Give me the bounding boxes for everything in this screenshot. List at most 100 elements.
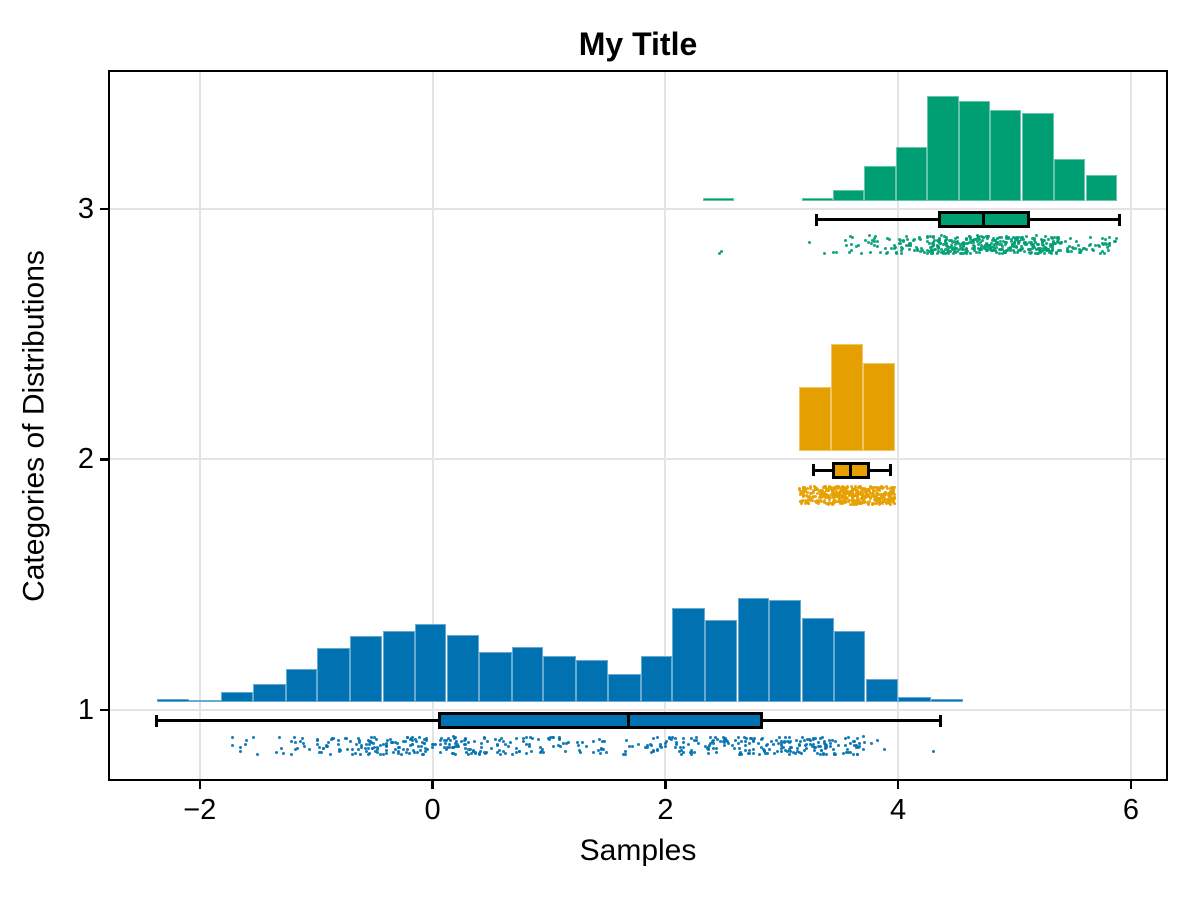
scatter-point (418, 736, 422, 740)
scatter-point (897, 242, 901, 246)
scatter-point (784, 748, 788, 752)
scatter-point (929, 235, 933, 239)
scatter-point (802, 748, 806, 752)
scatter-point (527, 742, 531, 746)
scatter-point (401, 748, 405, 752)
y-tick-label: 1 (77, 693, 94, 726)
scatter-point (375, 738, 379, 742)
scatter-point (857, 502, 861, 506)
scatter-point (716, 737, 720, 741)
scatter-point (499, 753, 503, 756)
scatter-point (944, 237, 948, 241)
scatter-point (831, 501, 835, 505)
scatter-point (252, 735, 255, 739)
scatter-point (806, 499, 810, 503)
scatter-point (873, 235, 877, 239)
scatter-point (875, 492, 879, 496)
scatter-point (294, 741, 298, 745)
scatter-point (836, 491, 839, 495)
scatter-point (664, 742, 668, 746)
scatter-point (379, 743, 383, 747)
scatter-point (992, 245, 995, 248)
scatter-point (658, 742, 662, 746)
scatter-point (1051, 239, 1055, 243)
scatter-point (809, 743, 813, 747)
scatter-point (1108, 243, 1112, 247)
scatter-point (384, 752, 388, 756)
scatter-point (870, 741, 874, 745)
scatter-point (1011, 244, 1015, 248)
scatter-point (884, 247, 888, 251)
scatter-point (515, 750, 519, 754)
scatter-point (652, 737, 656, 741)
scatter-point (885, 250, 889, 254)
scatter-point (367, 753, 371, 757)
scatter-point (518, 749, 522, 753)
scatter-point (886, 497, 890, 501)
scatter-point (890, 493, 893, 497)
scatter-point (398, 746, 402, 750)
scatter-point (953, 242, 957, 246)
scatter-point (955, 240, 959, 244)
scatter-point (1091, 248, 1095, 252)
scatter-point (363, 747, 367, 751)
scatter-point (681, 745, 685, 749)
histogram-bar (799, 387, 831, 452)
y-tick (100, 458, 109, 461)
scatter-point (1031, 244, 1035, 247)
scatter-point (869, 495, 872, 499)
scatter-point (761, 747, 765, 751)
scatter-point (646, 743, 649, 747)
scatter-point (1004, 236, 1008, 240)
scatter-point (844, 487, 848, 491)
scatter-point (992, 243, 996, 247)
scatter-point (850, 498, 854, 502)
scatter-point (681, 740, 685, 744)
scatter-point (727, 742, 731, 746)
scatter-point (834, 486, 838, 490)
scatter-point (813, 494, 817, 498)
scatter-point (1034, 247, 1038, 251)
scatter-point (479, 745, 483, 749)
whisker-cap (155, 714, 159, 727)
histogram-bar (990, 109, 1022, 201)
scatter-point (849, 490, 853, 494)
scatter-point (465, 750, 469, 754)
scatter-point (932, 240, 936, 244)
scatter-point (856, 496, 859, 500)
scatter-point (674, 737, 678, 740)
scatter-point (443, 746, 447, 750)
scatter-point (889, 496, 893, 499)
scatter-point (747, 742, 751, 746)
scatter-point (478, 749, 482, 753)
scatter-point (1023, 242, 1027, 246)
scatter-point (1010, 238, 1014, 242)
scatter-point (876, 493, 880, 496)
scatter-point (438, 750, 442, 754)
scatter-point (376, 751, 380, 754)
scatter-point (824, 746, 828, 750)
scatter-point (1078, 251, 1082, 254)
scatter-point (888, 490, 892, 494)
scatter-point (983, 246, 987, 250)
scatter-point (959, 247, 963, 250)
scatter-point (832, 251, 836, 255)
scatter-point (990, 239, 994, 243)
scatter-point (995, 246, 999, 250)
scatter-point (785, 740, 789, 743)
scatter-point (1001, 251, 1004, 255)
scatter-point (919, 246, 923, 250)
scatter-point (714, 751, 718, 755)
scatter-point (1041, 240, 1045, 244)
scatter-point (981, 236, 985, 239)
scatter-point (780, 747, 784, 751)
scatter-point (624, 752, 628, 756)
scatter-point (474, 750, 478, 754)
scatter-point (929, 245, 933, 249)
scatter-point (397, 749, 401, 753)
histogram-bar (640, 655, 673, 702)
scatter-point (687, 743, 691, 746)
scatter-point (841, 497, 845, 501)
scatter-point (856, 497, 860, 501)
scatter-point (995, 236, 999, 240)
